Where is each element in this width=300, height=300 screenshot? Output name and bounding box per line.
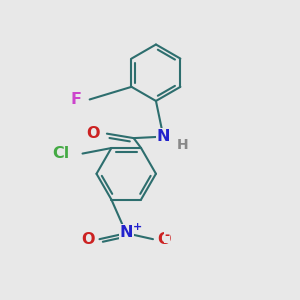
Text: Cl: Cl xyxy=(52,146,70,161)
Text: +: + xyxy=(134,222,142,232)
Text: -: - xyxy=(164,229,169,242)
Text: F: F xyxy=(70,92,81,107)
Text: O: O xyxy=(82,232,95,247)
Text: H: H xyxy=(177,138,188,152)
Text: N: N xyxy=(119,225,133,240)
Text: O: O xyxy=(158,232,171,247)
Text: N: N xyxy=(157,129,170,144)
Text: O: O xyxy=(86,126,100,141)
